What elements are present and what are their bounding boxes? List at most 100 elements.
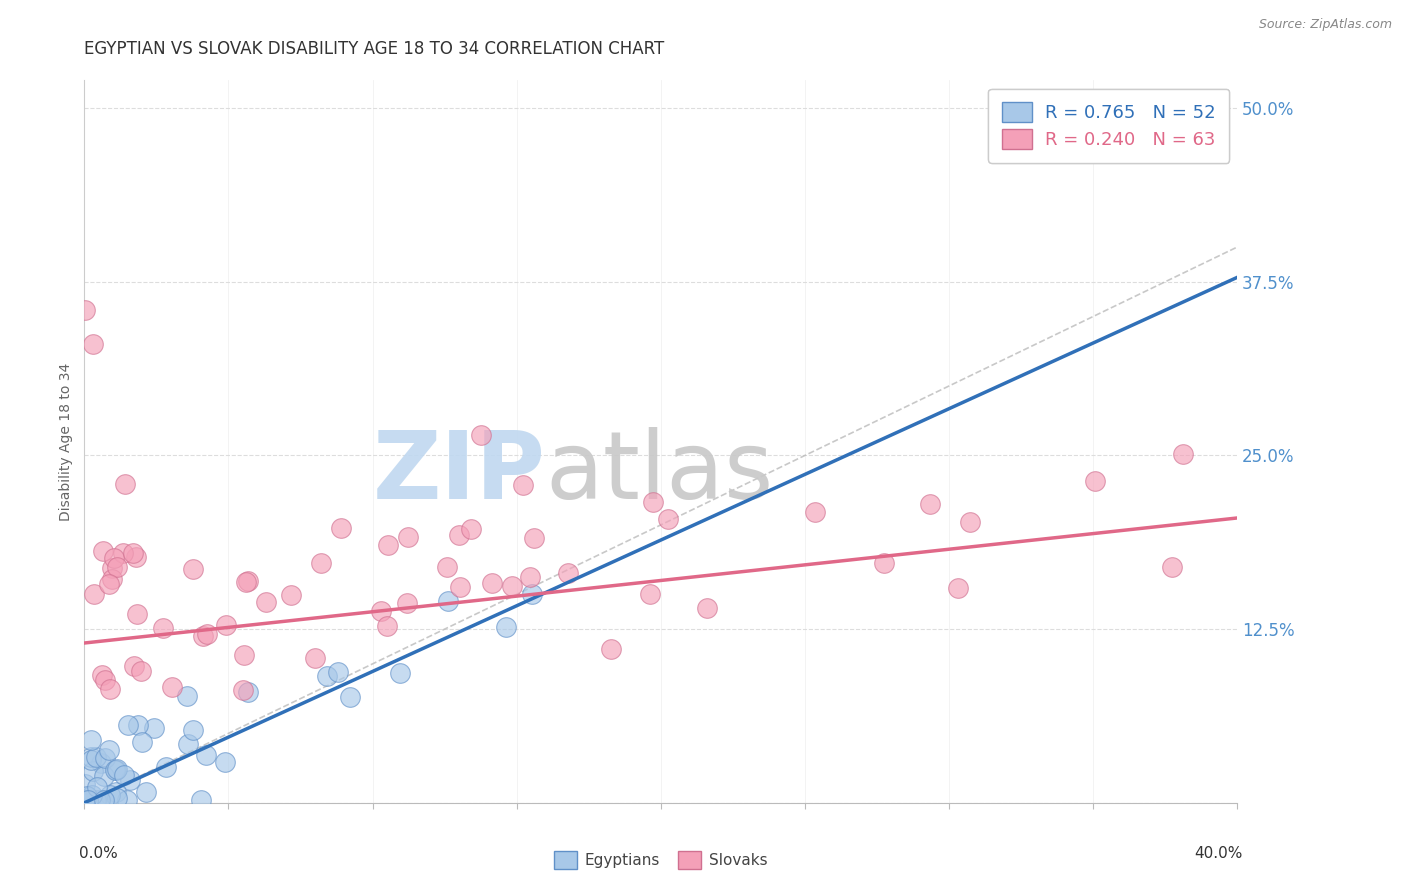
Point xyxy=(696,601,718,615)
Point xyxy=(152,621,174,635)
Point xyxy=(280,588,302,602)
Point xyxy=(112,546,135,560)
Point xyxy=(80,788,103,802)
Text: Source: ZipAtlas.com: Source: ZipAtlas.com xyxy=(1258,18,1392,31)
Point xyxy=(254,595,277,609)
Point xyxy=(98,788,121,802)
Point xyxy=(920,497,942,511)
Text: ZIP: ZIP xyxy=(373,427,546,519)
Text: EGYPTIAN VS SLOVAK DISABILITY AGE 18 TO 34 CORRELATION CHART: EGYPTIAN VS SLOVAK DISABILITY AGE 18 TO … xyxy=(84,40,665,58)
Point xyxy=(181,562,204,576)
Point xyxy=(190,793,212,807)
Point xyxy=(1161,560,1184,574)
Point xyxy=(114,476,136,491)
Point xyxy=(105,791,128,805)
Point xyxy=(236,574,259,588)
Point xyxy=(232,683,254,698)
Point xyxy=(83,587,105,601)
Point xyxy=(495,620,517,634)
Point xyxy=(135,785,157,799)
Point xyxy=(460,522,482,536)
Point xyxy=(122,546,145,560)
Point xyxy=(396,530,419,544)
Point xyxy=(131,665,153,679)
Point xyxy=(104,763,127,777)
Point xyxy=(84,749,107,764)
Point xyxy=(122,658,145,673)
Point xyxy=(522,587,544,601)
Point xyxy=(89,793,111,807)
Point xyxy=(641,494,664,508)
Point xyxy=(519,569,541,583)
Point xyxy=(191,629,214,643)
Point xyxy=(142,721,165,735)
Legend: R = 0.765   N = 52, R = 0.240   N = 63: R = 0.765 N = 52, R = 0.240 N = 63 xyxy=(988,88,1229,162)
Point xyxy=(804,505,827,519)
Text: 0.0%: 0.0% xyxy=(79,847,117,861)
Point xyxy=(330,521,353,535)
Point xyxy=(105,762,128,776)
Point xyxy=(449,580,471,594)
Point xyxy=(118,772,141,787)
Point xyxy=(98,682,121,697)
Point xyxy=(75,793,97,807)
Point xyxy=(523,531,546,545)
Point xyxy=(76,789,98,803)
Point xyxy=(97,576,120,591)
Point xyxy=(86,793,108,807)
Point xyxy=(437,594,460,608)
Point xyxy=(98,743,121,757)
Text: 40.0%: 40.0% xyxy=(1195,847,1243,861)
Point xyxy=(436,560,458,574)
Point xyxy=(93,793,115,807)
Point xyxy=(94,673,117,687)
Point xyxy=(195,627,218,641)
Point xyxy=(103,551,125,566)
Point xyxy=(79,793,101,807)
Point xyxy=(90,756,112,770)
Point xyxy=(194,748,217,763)
Point xyxy=(80,753,103,767)
Point xyxy=(176,689,198,703)
Text: atlas: atlas xyxy=(546,427,773,519)
Point xyxy=(101,561,124,575)
Point xyxy=(105,560,128,574)
Point xyxy=(339,690,361,704)
Point xyxy=(388,666,411,681)
Point xyxy=(557,566,579,580)
Point xyxy=(77,793,100,807)
Point xyxy=(104,785,127,799)
Point xyxy=(1084,474,1107,488)
Point xyxy=(91,668,114,682)
Point xyxy=(377,538,399,552)
Point xyxy=(93,769,115,783)
Point xyxy=(214,755,236,769)
Point xyxy=(309,556,332,570)
Point xyxy=(501,579,523,593)
Point xyxy=(177,737,200,751)
Y-axis label: Disability Age 18 to 34: Disability Age 18 to 34 xyxy=(59,362,73,521)
Point xyxy=(91,544,114,558)
Point xyxy=(131,735,153,749)
Point xyxy=(304,651,326,665)
Point xyxy=(82,337,104,351)
Point xyxy=(86,780,108,795)
Point xyxy=(112,768,135,782)
Point xyxy=(233,648,256,662)
Point xyxy=(181,723,204,737)
Point xyxy=(80,732,103,747)
Point xyxy=(155,760,177,774)
Point xyxy=(395,596,418,610)
Point xyxy=(125,550,148,565)
Point xyxy=(75,793,97,807)
Point xyxy=(599,642,621,657)
Point xyxy=(1171,447,1194,461)
Point xyxy=(375,618,398,632)
Point xyxy=(82,764,104,778)
Point xyxy=(959,516,981,530)
Point xyxy=(94,751,117,765)
Point xyxy=(657,512,679,526)
Point xyxy=(73,302,96,317)
Point xyxy=(75,777,97,791)
Point xyxy=(326,665,349,679)
